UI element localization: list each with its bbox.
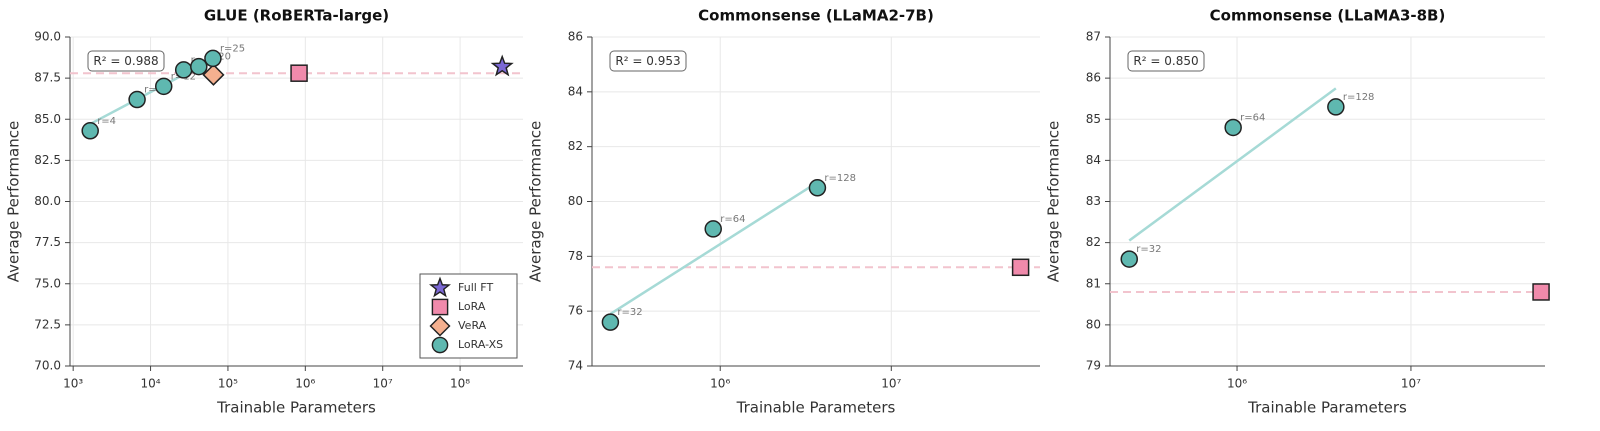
point-label: r=64 (1240, 112, 1265, 123)
y-tick-label: 87.5 (34, 71, 61, 85)
marker-star (490, 54, 514, 77)
y-tick-label: 85 (1086, 112, 1101, 126)
y-tick-label: 84 (1086, 153, 1101, 167)
y-tick-label: 79 (1086, 359, 1101, 373)
y-tick-label: 77.5 (34, 235, 61, 249)
chart-title: Commonsense (LLaMA3-8B) (1210, 7, 1446, 25)
marker-circle (1327, 98, 1345, 116)
legend-label: Full FT (458, 281, 493, 294)
y-tick-label: 83 (1086, 194, 1101, 208)
marker-circle (704, 220, 722, 238)
marker-circle (431, 336, 449, 354)
point-label: r=64 (720, 214, 745, 225)
chart-title: Commonsense (LLaMA2-7B) (698, 7, 934, 25)
x-tick-label: 10³ (63, 377, 83, 391)
annotation-text: R² = 0.850 (1133, 54, 1198, 68)
x-tick-label: 10⁶ (295, 377, 315, 391)
annotation: R² = 0.953 (609, 50, 687, 72)
marker-circle (601, 313, 620, 331)
x-tick-label: 10⁴ (141, 377, 161, 391)
marker-square (1011, 258, 1030, 277)
annotation: R² = 0.988 (87, 50, 165, 72)
y-tick-label: 80 (1086, 317, 1101, 331)
marker-square (290, 64, 308, 82)
trend-line (609, 181, 819, 315)
y-tick-label: 85.0 (34, 112, 61, 126)
y-tick-label: 82 (568, 139, 583, 153)
y-axis-label: Average Performance (527, 121, 545, 282)
marker-diamond (429, 315, 451, 337)
legend-label: LoRA (458, 300, 486, 313)
point-label: r=128 (1343, 92, 1375, 103)
marker-circle (1120, 250, 1139, 268)
x-tick-label: 10⁶ (1227, 377, 1247, 391)
point-label: r=8 (144, 85, 163, 96)
y-tick-label: 80.0 (34, 194, 61, 208)
y-tick-label: 87 (1086, 30, 1101, 44)
x-axis-label: Trainable Parameters (1247, 399, 1407, 417)
y-tick-label: 74 (568, 359, 583, 373)
y-tick-label: 75.0 (34, 276, 61, 290)
legend-label: LoRA-XS (458, 338, 503, 351)
y-tick-label: 76 (568, 304, 583, 318)
point-label: r=25 (220, 43, 245, 54)
marker-circle (154, 77, 173, 96)
point-label: r=32 (617, 307, 642, 318)
annotation-text: R² = 0.953 (615, 54, 680, 68)
trend-line (1128, 87, 1337, 242)
y-tick-label: 81 (1086, 276, 1101, 290)
annotation-box (87, 50, 165, 72)
y-tick-label: 82 (1086, 235, 1101, 249)
x-tick-label: 10⁸ (450, 377, 470, 391)
y-tick-label: 86 (1086, 71, 1101, 85)
marker-diamond (202, 63, 225, 86)
x-tick-label: 10⁷ (1401, 377, 1421, 391)
y-tick-label: 82.5 (34, 153, 61, 167)
annotation-text: R² = 0.988 (93, 54, 158, 68)
y-tick-label: 80 (568, 194, 583, 208)
marker-circle (190, 57, 208, 76)
x-tick-label: 10⁶ (710, 377, 730, 391)
legend-label: VeRA (458, 319, 487, 332)
y-tick-label: 86 (568, 30, 583, 44)
x-tick-label: 10⁷ (881, 377, 901, 391)
y-tick-label: 72.5 (34, 317, 61, 331)
point-label: r=32 (1136, 244, 1161, 255)
y-tick-label: 70.0 (34, 359, 61, 373)
point-label: r=128 (824, 173, 856, 184)
marker-circle (808, 179, 827, 197)
marker-star (429, 276, 451, 298)
y-axis-label: Average Performance (5, 121, 23, 282)
x-tick-label: 10⁷ (373, 377, 393, 391)
point-label: r=4 (97, 116, 116, 127)
y-tick-label: 90.0 (34, 30, 61, 44)
annotation: R² = 0.850 (1127, 50, 1205, 72)
x-axis-label: Trainable Parameters (736, 399, 896, 417)
chart-title: GLUE (RoBERTa-large) (204, 7, 389, 25)
marker-circle (204, 49, 222, 68)
annotation-box (1127, 50, 1205, 72)
y-tick-label: 78 (568, 249, 583, 263)
marker-circle (128, 90, 146, 109)
marker-circle (81, 122, 99, 140)
legend: Full FT LoRA VeRA LoRA-XS (419, 273, 518, 359)
marker-circle (1224, 118, 1242, 137)
marker-square (431, 298, 449, 316)
y-tick-label: 84 (568, 84, 583, 98)
x-tick-label: 10⁵ (218, 377, 238, 391)
y-axis-label: Average Performance (1045, 121, 1063, 282)
marker-circle (174, 61, 193, 79)
marker-square (1532, 283, 1550, 301)
annotation-box (609, 50, 687, 72)
x-axis-label: Trainable Parameters (216, 399, 376, 417)
